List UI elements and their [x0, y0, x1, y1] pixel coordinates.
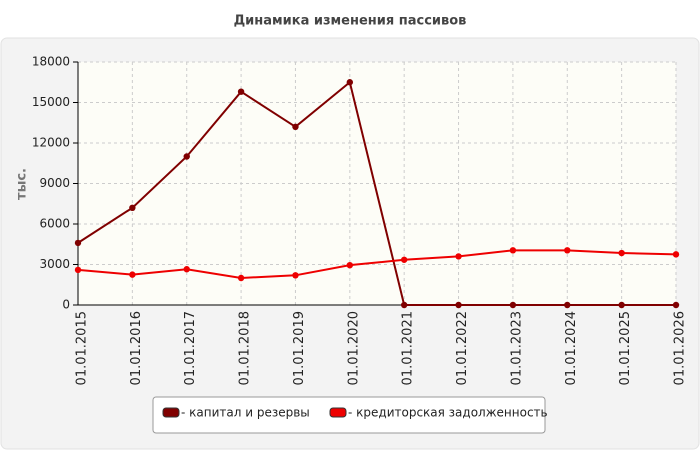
y-tick-label: 6000 [39, 217, 70, 231]
legend-marker [162, 407, 180, 418]
point [129, 271, 136, 278]
point [455, 301, 462, 309]
point [509, 301, 517, 309]
y-axis-label: тыс. [15, 168, 30, 200]
point [292, 272, 299, 279]
y-tick-label: 12000 [32, 136, 70, 150]
x-tick-label: 01.01.2015 [75, 311, 90, 385]
point [292, 123, 299, 130]
x-tick-label: 01.01.2017 [183, 311, 198, 385]
point [74, 239, 82, 247]
point [237, 88, 245, 95]
y-tick-label: 9000 [39, 176, 70, 190]
point [509, 247, 517, 254]
point [564, 301, 571, 309]
point [129, 204, 136, 211]
series-line [77, 249, 677, 280]
x-tick-label: 01.01.2020 [346, 311, 361, 385]
point [237, 274, 245, 282]
point [672, 251, 680, 258]
plot-area [78, 62, 676, 305]
y-tick-label: 15000 [32, 95, 70, 109]
legend-label: - капитал и резервы [181, 406, 310, 420]
x-tick-label: 01.01.2024 [564, 311, 579, 385]
point [183, 153, 190, 160]
point [455, 253, 462, 260]
y-tick-label: 3000 [39, 257, 70, 271]
point [672, 301, 680, 309]
x-tick-label: 01.01.2019 [292, 311, 307, 385]
x-tick-label: 01.01.2023 [509, 311, 524, 385]
x-tick-label: 01.01.2025 [618, 311, 633, 385]
point [400, 301, 408, 309]
point [564, 247, 571, 254]
series-line [77, 80, 676, 306]
x-tick-label: 01.01.2022 [455, 311, 470, 385]
legend-label: - кредиторская задолженность [348, 406, 548, 420]
y-tick-label: 0 [62, 298, 70, 312]
x-tick-label: 01.01.2026 [673, 311, 688, 385]
x-tick-label: 01.01.2018 [238, 311, 253, 385]
point [183, 266, 190, 273]
legend [152, 396, 546, 434]
point [400, 256, 408, 263]
point [618, 249, 625, 257]
point [346, 261, 354, 269]
legend-marker [329, 407, 347, 418]
point [346, 79, 354, 86]
point [74, 266, 82, 274]
y-tick-label: 18000 [32, 55, 70, 69]
x-tick-label: 01.01.2016 [129, 311, 144, 385]
chart-title: Динамика изменения пассивов [234, 14, 467, 29]
point [618, 301, 625, 309]
x-tick-label: 01.01.2021 [401, 311, 416, 385]
